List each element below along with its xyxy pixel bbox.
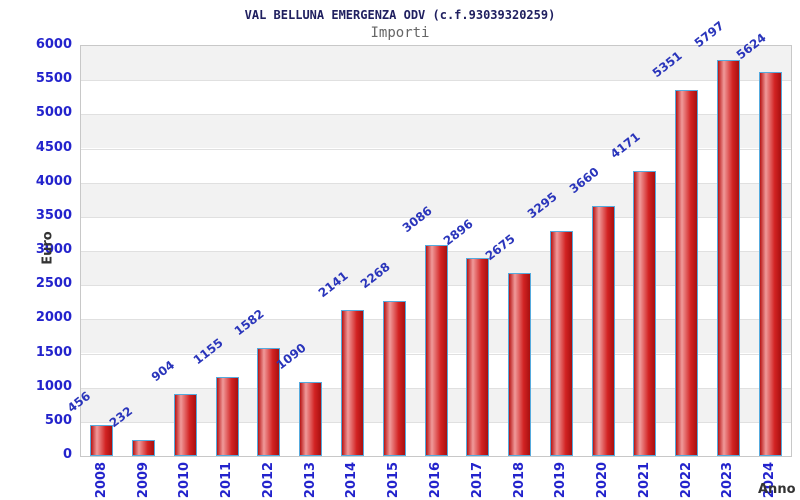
- plot-area: [80, 45, 792, 457]
- bar: [340, 309, 364, 456]
- x-tick-label: 2019: [553, 461, 569, 499]
- y-tick-label: 0: [62, 447, 72, 462]
- x-tick-label: 2012: [260, 461, 276, 499]
- x-tick-label: 2018: [511, 461, 527, 499]
- gridline: [81, 80, 791, 82]
- x-tick-label: 2016: [428, 461, 443, 499]
- y-tick-label: 2000: [35, 310, 72, 326]
- y-tick-label: 5000: [35, 105, 72, 121]
- x-tick-label: 2013: [302, 461, 318, 499]
- y-tick-label: 6000: [35, 37, 72, 52]
- x-tick-label: 2010: [177, 461, 193, 499]
- bar: [299, 381, 323, 456]
- y-tick-label: 1500: [35, 344, 72, 360]
- x-tick-label: 2022: [678, 461, 694, 499]
- y-tick-label: 500: [44, 412, 72, 428]
- bar: [132, 440, 156, 456]
- chart-subtitle: Importi: [370, 25, 430, 41]
- bar: [215, 377, 239, 456]
- y-tick-label: 4500: [35, 139, 72, 155]
- bar: [758, 71, 782, 456]
- x-tick-label: 2014: [344, 461, 360, 499]
- x-tick-label: 2011: [219, 461, 235, 499]
- bar: [466, 258, 490, 456]
- x-tick-label: 2008: [93, 461, 109, 499]
- bar: [382, 301, 406, 456]
- y-tick-label: 3000: [35, 242, 72, 257]
- x-tick-label: 2015: [386, 461, 402, 499]
- background-band: [81, 46, 791, 81]
- y-tick-label: 3500: [35, 207, 72, 223]
- background-band: [81, 182, 791, 217]
- x-tick-label: 2020: [595, 461, 611, 499]
- bar: [90, 424, 114, 456]
- background-band: [81, 148, 791, 183]
- y-tick-label: 5500: [35, 71, 72, 87]
- background-band: [81, 80, 791, 115]
- bar: [508, 273, 532, 456]
- bar: [716, 59, 740, 456]
- gridline: [81, 114, 791, 116]
- y-tick-label: 2500: [35, 276, 72, 292]
- y-tick-label: 4000: [35, 173, 72, 189]
- x-tick-label: 2023: [720, 461, 736, 499]
- bar: [549, 230, 573, 456]
- gridline: [81, 216, 791, 218]
- bar: [257, 347, 281, 456]
- y-axis-title: Euro: [40, 231, 56, 265]
- bar: [173, 394, 197, 456]
- bar: [424, 245, 448, 456]
- x-tick-label: 2021: [636, 461, 652, 499]
- background-band: [81, 114, 791, 149]
- gridline: [81, 148, 791, 150]
- x-tick-label: 2009: [135, 461, 151, 499]
- bar: [675, 90, 699, 456]
- y-tick-label: 1000: [35, 378, 72, 394]
- bar: [591, 205, 615, 456]
- chart-title: VAL BELLUNA EMERGENZA ODV (c.f.930393202…: [244, 8, 556, 22]
- x-tick-label: 2017: [469, 461, 485, 499]
- bar: [633, 170, 657, 456]
- x-axis-title: Anno: [758, 482, 796, 497]
- gridline: [81, 182, 791, 184]
